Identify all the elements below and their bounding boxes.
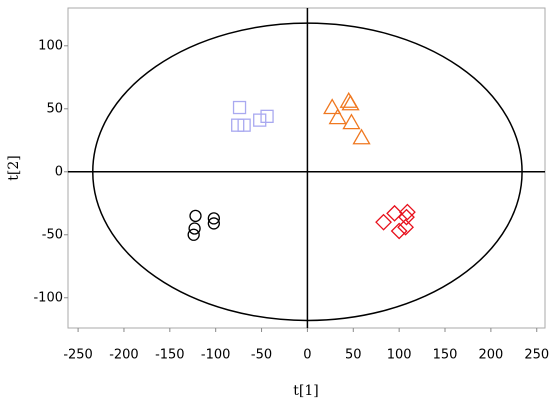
x-axis-label: t[1] [293, 383, 318, 399]
point [342, 113, 361, 130]
y-tick-label: 100 [38, 38, 63, 53]
point [189, 209, 202, 223]
point [397, 218, 414, 236]
x-tick-label: 150 [433, 348, 458, 363]
y-tick-label: 0 [55, 164, 63, 179]
point [207, 212, 221, 225]
point [375, 213, 392, 231]
y-tick-label: 50 [46, 101, 63, 116]
point [237, 118, 251, 132]
x-tick-label: 250 [524, 348, 549, 363]
x-tick-label: -200 [109, 348, 139, 363]
point [390, 222, 408, 240]
x-tick-label: -150 [155, 348, 185, 363]
point [398, 203, 416, 221]
point [188, 222, 201, 235]
x-tick-label: 200 [478, 348, 503, 363]
y-axis-label: t[2] [6, 155, 22, 180]
point [386, 204, 403, 222]
point [328, 108, 347, 125]
point [352, 128, 371, 145]
x-tick-label: -100 [201, 348, 231, 363]
point [253, 113, 267, 127]
point [260, 109, 274, 123]
x-tick-label: 0 [303, 348, 311, 363]
x-tick-label: 100 [387, 348, 412, 363]
x-tick-label: -250 [63, 348, 93, 363]
point [341, 94, 360, 111]
confidence-ellipse [92, 22, 523, 322]
point [207, 217, 221, 230]
y-tick-label: -100 [33, 290, 63, 305]
plot-frame [67, 7, 546, 329]
point [232, 100, 247, 115]
y-tick-label: -50 [42, 227, 63, 242]
point [187, 228, 200, 241]
x-tick-label: 50 [345, 348, 362, 363]
x-tick-label: -50 [251, 348, 272, 363]
point [323, 98, 342, 115]
